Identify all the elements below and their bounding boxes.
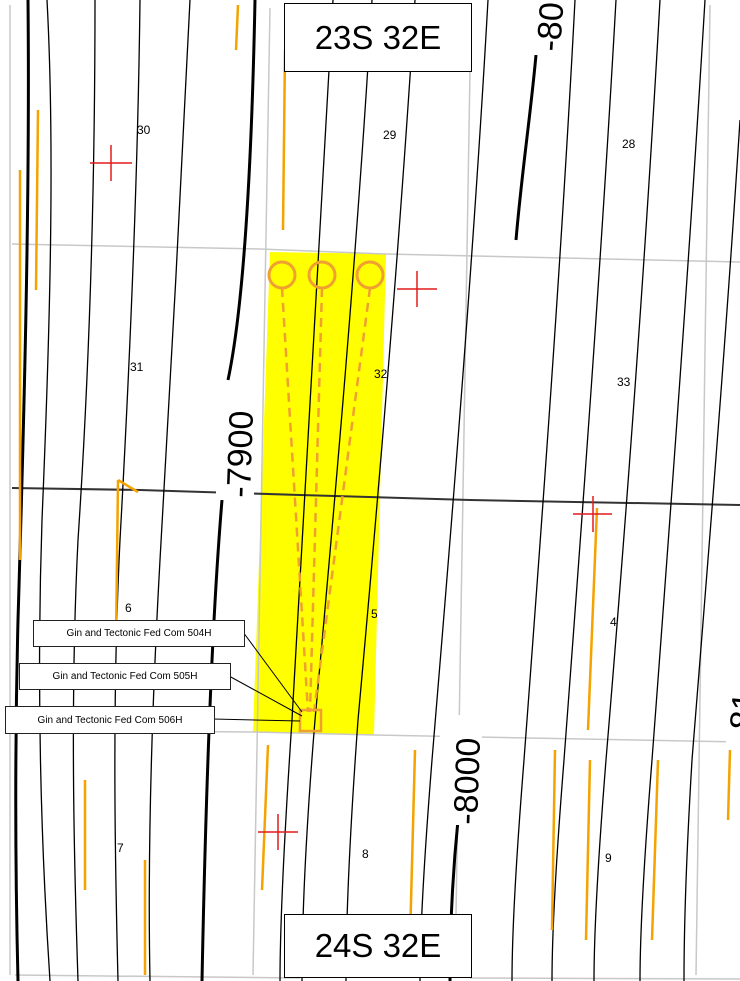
well-surface-locations: [267, 260, 385, 290]
structure-contours: [38, 0, 740, 981]
well-path-504h: [280, 287, 310, 713]
township-label-north: 23S 32E: [284, 3, 472, 72]
section-number: 5: [371, 607, 378, 621]
section-number: 33: [617, 375, 631, 389]
structure-markers: [90, 145, 612, 850]
section-number: 7: [117, 841, 124, 855]
well-callout-506h: Gin and Tectonic Fed Com 506H: [5, 706, 215, 734]
contour-label-east: -81: [722, 690, 740, 742]
section-number: 6: [125, 601, 132, 615]
township-label-south: 24S 32E: [284, 914, 472, 978]
contour-label-north: -80: [530, 1, 571, 53]
well-paths: [280, 287, 372, 713]
section-number: 30: [137, 123, 151, 137]
section-number: 32: [374, 367, 388, 381]
section-numbers: 30 29 28 31 32 33 6 5 4 7 8 9: [117, 123, 636, 865]
well-path-505h: [308, 287, 324, 713]
section-number: 9: [605, 851, 612, 865]
section-number: 4: [610, 615, 617, 629]
contour-labels: -7900 -8000 -80 -81: [216, 0, 740, 825]
section-number: 28: [622, 137, 636, 151]
section-number: 8: [362, 847, 369, 861]
township-boundary: [11, 487, 740, 506]
highlighted-unit-area: [253, 252, 386, 735]
surface-location-506h: [355, 260, 385, 290]
faults: [18, 4, 732, 975]
well-callout-504h: Gin and Tectonic Fed Com 504H: [33, 620, 245, 647]
contour-label-west: -7900: [220, 410, 261, 498]
contour-label-south: -8000: [447, 737, 488, 825]
section-number: 31: [130, 360, 144, 374]
surface-location-504h: [267, 260, 297, 290]
well-path-506h: [312, 287, 372, 713]
index-contours: [14, 0, 538, 981]
surface-location-505h: [307, 260, 337, 290]
section-number: 29: [383, 128, 397, 142]
callout-leaders: [212, 631, 303, 722]
well-callout-505h: Gin and Tectonic Fed Com 505H: [19, 663, 231, 690]
